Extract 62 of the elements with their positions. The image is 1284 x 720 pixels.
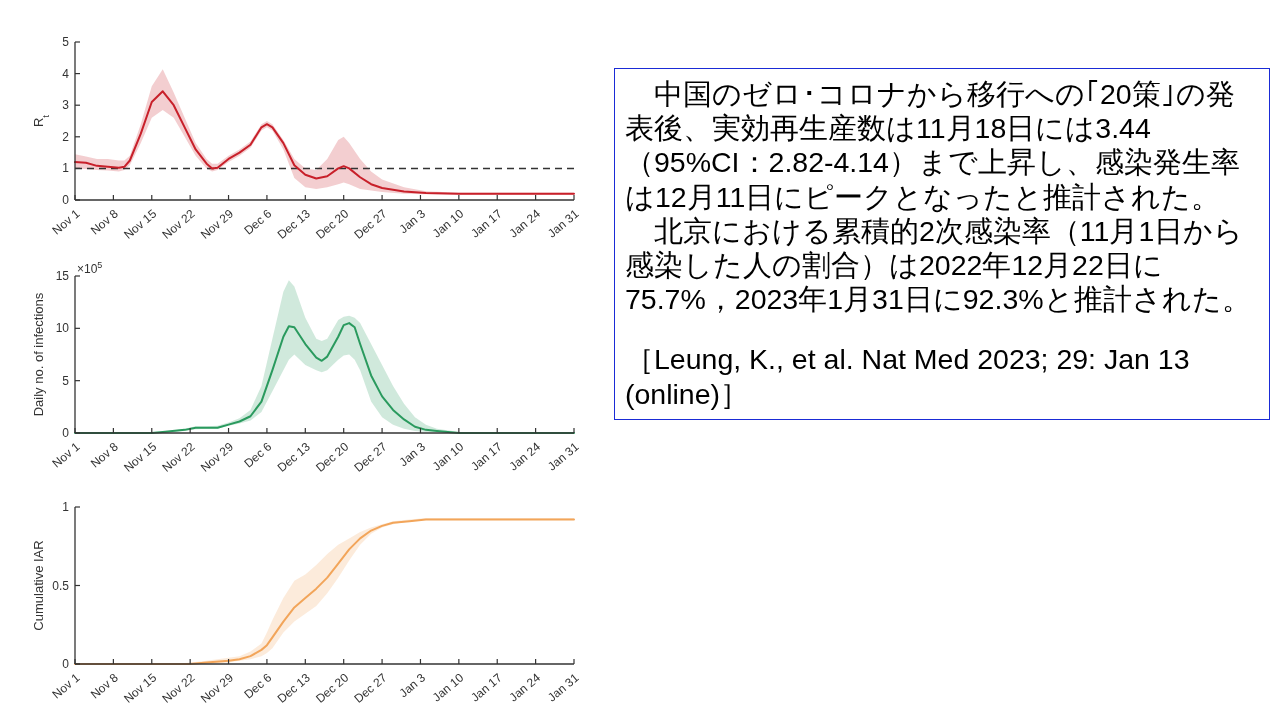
x-tick-label: Nov 1 xyxy=(49,206,83,238)
y-tick-label: 2 xyxy=(62,129,70,144)
x-tick-label: Jan 10 xyxy=(429,670,467,705)
x-tick-label: Nov 22 xyxy=(159,206,198,242)
x-tick-label: Nov 1 xyxy=(49,439,83,471)
x-tick-label: Jan 17 xyxy=(468,439,505,474)
y-axis-title: Daily no. of infections xyxy=(31,292,46,417)
x-tick-label: Dec 20 xyxy=(313,206,352,242)
x-tick-label: Jan 10 xyxy=(429,439,467,474)
x-tick-label: Jan 17 xyxy=(468,670,505,705)
x-tick-label: Jan 24 xyxy=(506,670,544,705)
x-tick-label: Nov 8 xyxy=(87,206,122,238)
x-tick-label: Nov 22 xyxy=(159,439,198,475)
y-tick-label: 0 xyxy=(62,426,70,440)
x-tick-label: Dec 13 xyxy=(274,439,314,475)
text: 北京における累積的2次感染率（11月1日から感染した人の割合）は2022年12月22日に75.7%，2023年1月31日に92.3%と推計された。 xyxy=(625,213,1252,317)
x-tick-label: Jan 3 xyxy=(396,670,429,701)
x-tick-label: Dec 6 xyxy=(241,206,275,238)
annotation: ×10$^{5}$ xyxy=(77,260,103,276)
x-tick-label: Jan 24 xyxy=(506,439,544,474)
x-tick-label: Jan 31 xyxy=(544,439,582,474)
x-tick-label: Nov 15 xyxy=(121,206,160,242)
x-tick-label: Dec 6 xyxy=(241,670,275,702)
y-tick-label: 0 xyxy=(62,193,70,207)
x-tick-label: Nov 15 xyxy=(121,670,160,706)
y-tick-label: 5 xyxy=(62,35,70,49)
x-tick-label: Nov 15 xyxy=(121,439,160,475)
x-tick-label: Dec 13 xyxy=(274,206,314,242)
x-tick-label: Dec 27 xyxy=(351,206,390,242)
x-tick-label: Dec 6 xyxy=(241,439,275,471)
y-tick-label: 1 xyxy=(62,500,70,514)
x-tick-label: Jan 17 xyxy=(468,206,505,241)
text: ［Leung, K., et al. Nat Med 2023; 29: Jan 13 (online)］ xyxy=(625,342,1191,411)
x-tick-label: Jan 3 xyxy=(396,206,429,237)
y-tick-label: 0.5 xyxy=(52,578,70,593)
x-tick-label: Nov 1 xyxy=(49,670,83,702)
x-tick-label: Nov 29 xyxy=(197,439,237,475)
y-tick-label: 5 xyxy=(62,373,70,388)
x-tick-label: Nov 8 xyxy=(87,670,122,702)
x-tick-label: Dec 13 xyxy=(274,670,314,706)
line-series xyxy=(74,90,575,195)
x-tick-label: Jan 31 xyxy=(544,670,582,705)
x-tick-label: Jan 10 xyxy=(429,206,467,241)
x-tick-label: Jan 3 xyxy=(396,439,429,470)
x-tick-label: Dec 20 xyxy=(313,670,352,706)
y-tick-label: 0 xyxy=(62,657,70,671)
x-tick-label: Nov 29 xyxy=(197,670,237,706)
y-tick-label: 1 xyxy=(62,161,70,176)
y-tick-label: 4 xyxy=(62,66,70,81)
y-tick-label: 15 xyxy=(55,269,70,283)
x-tick-label: Dec 27 xyxy=(351,670,390,706)
x-tick-label: Nov 29 xyxy=(197,206,237,242)
text: 中国のゼロ･コロナから移行への｢20策｣の発表後、実効再生産数は11月18日には3.44（95%CI：2.82-4.14）まで上昇し、感染発生率は12月11日にピークとなったと推計された。 xyxy=(625,77,1241,214)
y-axis-title: Cumulative IAR xyxy=(31,540,46,631)
x-tick-label: Dec 20 xyxy=(313,439,352,475)
x-tick-label: Nov 22 xyxy=(159,670,198,706)
y-tick-label: 10 xyxy=(55,321,70,336)
y-tick-label: 3 xyxy=(62,98,70,113)
x-tick-label: Dec 27 xyxy=(351,439,390,475)
x-tick-label: Jan 24 xyxy=(506,206,544,241)
x-tick-label: Nov 8 xyxy=(87,439,122,471)
x-tick-label: Jan 31 xyxy=(544,206,582,241)
